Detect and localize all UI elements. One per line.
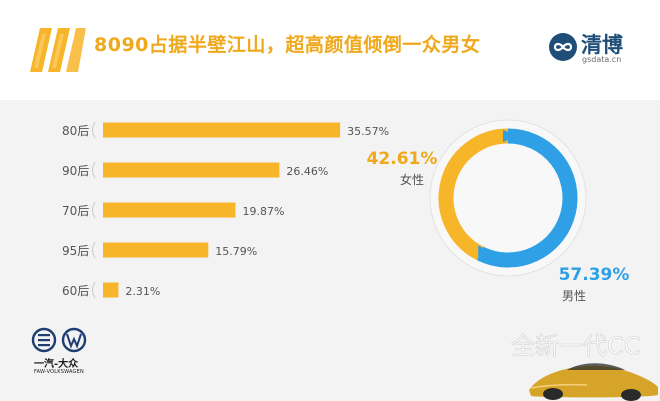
logo-name: 清博 — [581, 33, 623, 57]
brand-name-cn: 一汽-大众 — [34, 359, 79, 370]
watermark-text: 全新一代CC — [511, 332, 641, 361]
logo-url: gsdata.cn — [582, 55, 622, 64]
female-percent-label: 42.61% — [367, 149, 438, 169]
donut-slice-male — [476, 128, 578, 268]
bar-category-label: 60后 — [62, 284, 89, 298]
page-title: 8090占据半壁江山，超高颜值倾倒一众男女 — [94, 34, 481, 56]
bar — [103, 282, 119, 298]
male-label: 男性 — [562, 289, 586, 303]
bar — [103, 242, 209, 258]
bar-bracket — [92, 161, 96, 179]
faw-vw-logo — [31, 327, 87, 353]
title-stripes-icon — [30, 28, 86, 72]
female-label: 女性 — [400, 172, 424, 187]
bar-value-label: 19.87% — [242, 205, 284, 218]
bar-bracket — [92, 201, 96, 219]
car-image — [529, 363, 658, 401]
donut-slice-female — [438, 128, 509, 261]
bar-value-label: 2.31% — [125, 285, 160, 298]
gsdata-logo: 清博 gsdata.cn — [548, 30, 648, 70]
bar-value-label: 35.57% — [347, 125, 389, 138]
bar-value-label: 26.46% — [286, 165, 328, 178]
bar-category-label: 95后 — [62, 244, 89, 258]
bar-bracket — [92, 121, 96, 139]
bar — [103, 202, 236, 218]
infinity-logo-icon — [549, 33, 577, 61]
bar-bracket — [92, 241, 96, 259]
donut-arrow-top — [503, 130, 518, 142]
bar — [103, 162, 280, 178]
bar-category-label: 90后 — [62, 164, 89, 178]
age-bar-chart: 80后 35.57% 90后 26.46% 70后 19.87% 95后 15.79% 60后 2… — [62, 121, 389, 299]
brand-name-en: FAW-VOLKSWAGEN — [34, 369, 84, 375]
bar-category-label: 70后 — [62, 204, 89, 218]
gender-donut-chart: 42.61% 女性 57.39% 男性 — [367, 119, 630, 303]
bar-value-label: 15.79% — [215, 245, 257, 258]
bar-bracket — [92, 281, 96, 299]
bar — [103, 122, 341, 138]
bar-category-label: 80后 — [62, 124, 89, 138]
male-percent-label: 57.39% — [559, 265, 630, 285]
donut-arrow-right — [478, 245, 493, 262]
